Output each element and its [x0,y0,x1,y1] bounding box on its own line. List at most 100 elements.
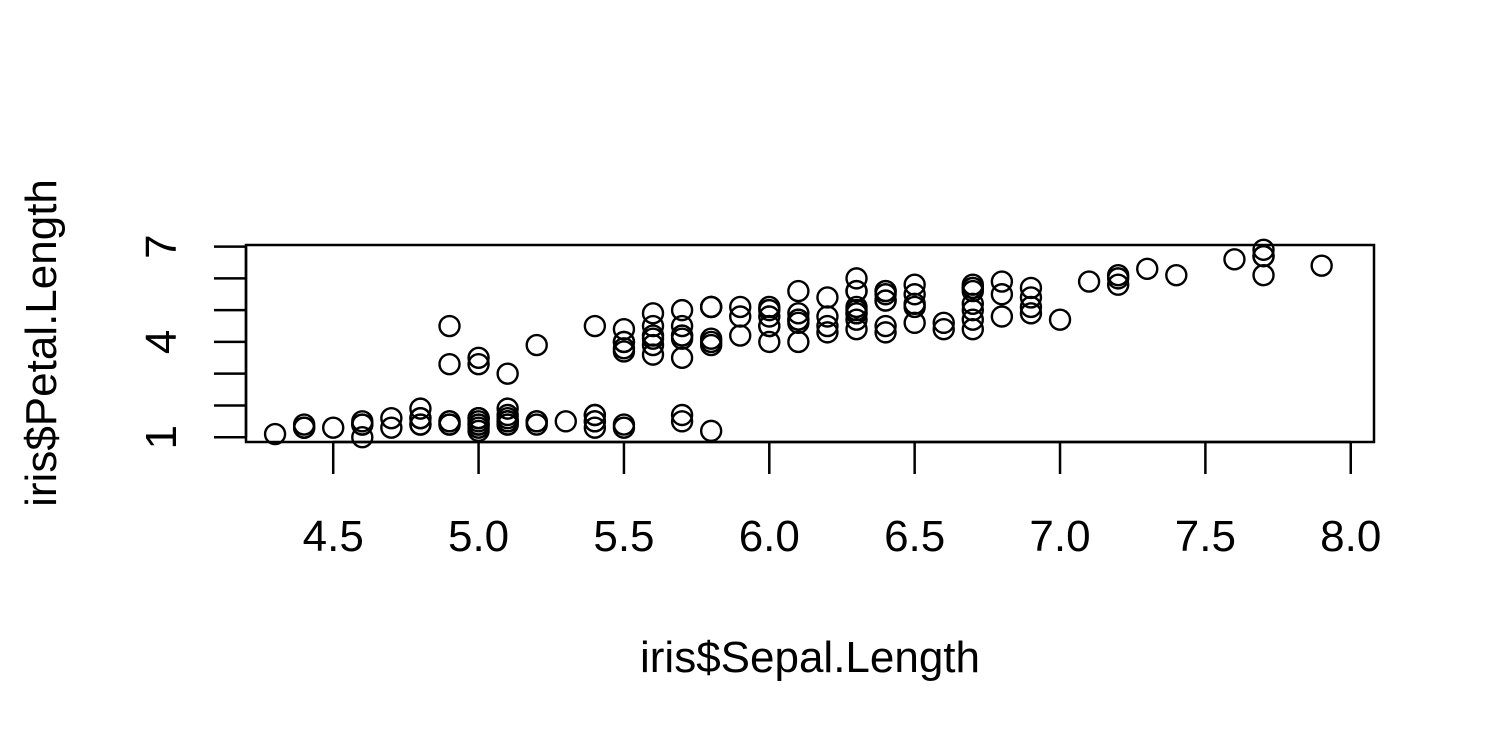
data-point [612,416,636,439]
data-point [845,298,868,322]
data-point [380,416,403,439]
data-point [1048,308,1072,331]
data-point [496,406,519,430]
data-point [1106,273,1130,296]
x-tick-label: 5.5 [593,512,654,561]
data-point [409,413,432,436]
data-point [525,333,548,357]
data-point [729,295,752,319]
data-point [1019,286,1043,309]
plot-frame [244,243,1376,444]
data-point [583,403,607,427]
y-tick-label: 4 [137,330,186,354]
data-point [1136,257,1159,281]
data-point [903,292,926,315]
data-point [961,292,985,315]
data-point [496,397,519,420]
data-point [903,283,926,306]
data-point [1223,248,1246,271]
x-axis: 4.5 5.0 5.5 6.0 6.5 7.0 7.5 8.0 [303,440,1381,561]
data-point [990,305,1014,328]
data-point [438,314,461,338]
data-point [322,416,345,439]
x-tick-label: 5.0 [448,512,509,561]
data-point [874,321,897,344]
data-point [874,289,897,312]
data-point [583,314,607,338]
data-point [932,311,955,335]
data-point [670,403,694,427]
data-point [787,330,810,354]
data-point [641,333,665,357]
x-axis-label: iris$Sepal.Length [640,633,980,682]
data-point [874,314,897,338]
data-point [612,318,636,341]
data-point [670,327,694,350]
data-point [467,346,490,369]
data-point [380,406,403,430]
data-point [787,302,810,325]
data-point [1106,267,1130,290]
data-point [351,426,374,449]
data-point [758,330,781,354]
data-point [845,267,868,290]
data-point [467,413,490,436]
data-point [1019,302,1043,325]
data-point [816,286,839,309]
y-axis-label: iris$Petal.Length [17,179,66,507]
data-point [351,413,374,436]
data-point [641,324,665,347]
data-point [292,416,316,439]
data-point [758,314,781,338]
data-point [699,419,723,443]
data-point [1252,263,1275,287]
y-tick-label: 7 [137,234,186,258]
data-point [583,410,607,433]
data-point [699,330,723,354]
y-axis: 1 4 7 [137,234,248,449]
data-point [438,413,461,436]
data-point [670,346,694,369]
data-point [612,330,636,354]
data-point [932,318,955,341]
data-point [699,295,723,319]
x-tick-label: 8.0 [1320,512,1381,561]
data-point [525,410,548,433]
data-point [990,270,1014,293]
data-point [1252,238,1275,261]
data-point [670,410,694,433]
data-point [467,352,490,376]
y-tick-label: 1 [137,425,186,449]
data-point [961,276,985,300]
x-tick-label: 4.5 [303,512,364,561]
data-point [1165,263,1188,287]
x-tick-label: 7.5 [1175,512,1236,561]
data-point [554,410,577,433]
data-point [1019,295,1043,319]
x-tick-label: 6.5 [884,512,945,561]
data-point [467,406,490,430]
data-point [816,321,839,344]
data-point [612,340,636,363]
data-point [874,283,897,306]
data-point [961,308,985,331]
data-point [496,362,519,385]
data-point [787,311,810,335]
data-point [787,279,810,303]
x-tick-label: 7.0 [1029,512,1090,561]
data-point [583,416,607,439]
data-point [409,406,432,430]
data-point [845,308,868,331]
data-point [758,305,781,328]
data-point [409,397,432,420]
data-point [729,305,752,328]
x-tick-label: 6.0 [739,512,800,561]
data-point [990,283,1014,306]
data-point [1310,254,1333,277]
data-point [263,422,287,446]
data-points [263,238,1333,449]
data-point [729,324,752,347]
data-point [641,302,665,325]
data-point [816,314,839,338]
